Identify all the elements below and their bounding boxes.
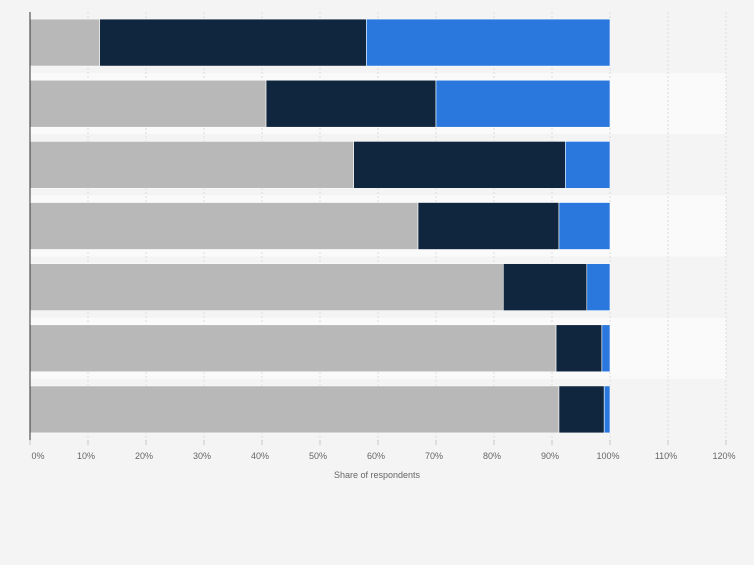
- bar-segment: [29, 18, 100, 67]
- x-tick-label: 10%: [77, 451, 95, 461]
- bar-segment: [29, 79, 267, 128]
- bar-segment: [99, 18, 367, 67]
- x-tick-label: 60%: [367, 451, 385, 461]
- bar-segment: [601, 324, 611, 373]
- bar-segment: [603, 385, 611, 434]
- x-tick-label: 70%: [425, 451, 443, 461]
- bar-segment: [565, 141, 611, 189]
- bar-segment: [29, 324, 557, 373]
- x-tick-label: 30%: [193, 451, 211, 461]
- bar-segment: [417, 202, 560, 250]
- x-tick-label: 50%: [309, 451, 327, 461]
- x-tick-label: 120%: [712, 451, 735, 461]
- x-tick-label: 100%: [596, 451, 619, 461]
- x-tick-label: 110%: [655, 451, 677, 461]
- x-axis: 0% 10% 20% 30% 40% 50% 60% 70% 80% 90% 100% 110% 120…: [29, 12, 736, 461]
- x-tick-label: 90%: [541, 451, 559, 461]
- bar-segment: [558, 202, 611, 250]
- x-tick-label: 20%: [135, 451, 153, 461]
- bar-segment: [558, 385, 605, 434]
- bar-segment: [586, 263, 611, 311]
- x-axis-title: Share of respondents: [334, 470, 421, 480]
- bar-segment: [366, 18, 611, 67]
- bar-segment: [502, 263, 588, 311]
- bar-segment: [29, 141, 354, 189]
- bar-segment: [29, 202, 419, 250]
- bar-segment: [265, 79, 437, 128]
- bar-segment: [353, 141, 566, 189]
- bars: [29, 18, 611, 434]
- x-tick-label: 80%: [483, 451, 501, 461]
- bar-segment: [29, 263, 504, 311]
- x-tick-label: 0%: [31, 451, 44, 461]
- bar-segment: [555, 324, 603, 373]
- bar-segment: [435, 79, 611, 128]
- bar-segment: [29, 385, 560, 434]
- x-tick-label: 40%: [251, 451, 269, 461]
